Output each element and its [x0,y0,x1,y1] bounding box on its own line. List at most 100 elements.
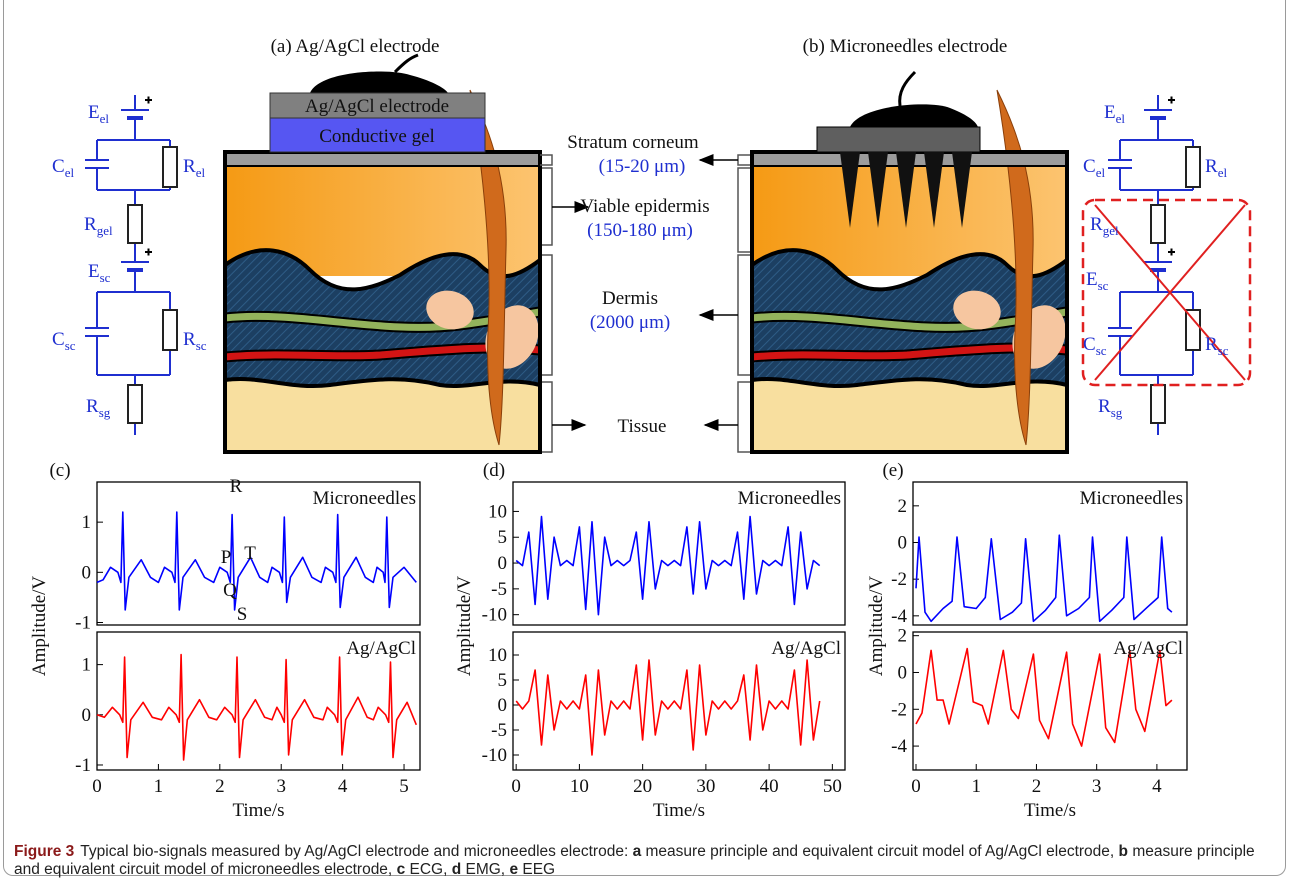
caption-text: c [397,861,406,878]
label-sub: sg [1111,405,1123,420]
electrode-cap [850,104,978,127]
series-name: Microneedles [313,488,416,509]
y-tick-label: 5 [498,527,508,548]
panel-title: (b) Microneedles electrode [803,36,1008,57]
y-axis-label: Amplitude/V [866,576,887,677]
x-tick-label: 20 [633,776,652,797]
label-sub: el [1218,165,1228,180]
circuit-label: Rsg [1098,396,1123,420]
wave-annotation: P [221,547,232,568]
label-main: C [1083,334,1096,355]
label-main: R [84,214,97,235]
series-name: Microneedles [1080,488,1183,509]
label-main: C [52,329,65,350]
caption-text: EEG [522,861,555,878]
electrode [817,127,980,152]
x-tick-label: 4 [1152,776,1162,797]
y-tick-label: -4 [891,736,907,757]
circuit-label: Esc [88,261,111,285]
series-name: Ag/AgCl [1113,638,1183,659]
layer-thickness: (2000 μm) [590,312,670,333]
label-sub: el [100,111,110,126]
x-tick-label: 40 [760,776,779,797]
figure: (a) Ag/AgCl electrode (b) Microneedles e… [0,0,1291,840]
label-sub: sc [1218,343,1229,358]
layer-name: Viable epidermis [580,196,709,217]
circuit-label: Cel [1083,156,1105,180]
y-tick-label: -2 [891,699,907,720]
label-sub: gel [1103,223,1119,238]
circuit-label: Rel [183,156,205,180]
y-tick-label: 10 [488,501,507,522]
x-tick-label: 1 [154,776,164,797]
gel-label: Conductive gel [319,126,435,147]
y-axis-label: Amplitude/V [29,576,50,677]
label-main: R [1205,334,1218,355]
signal-line [516,660,820,755]
series-name: Microneedles [738,488,841,509]
label-main: E [88,261,100,282]
x-tick-label: 1 [971,776,981,797]
wave-annotation: Q [223,580,237,601]
x-tick-label: 0 [92,776,102,797]
y-tick-label: 2 [898,496,908,517]
y-tick-label: 0 [898,533,908,554]
y-tick-label: 1 [82,512,92,533]
label-main: E [1104,102,1116,123]
label-main: C [1083,156,1096,177]
x-axis-label: Time/s [1024,800,1076,821]
label-main: R [1098,396,1111,417]
circuit-label: Eel [88,102,109,126]
circuit-label: Rel [1205,156,1227,180]
cable [900,72,915,106]
y-tick-label: 0 [82,705,92,726]
x-axis-label: Time/s [653,800,705,821]
circuit-label: Rsc [1205,334,1229,358]
series-name: Ag/AgCl [346,638,416,659]
caption-text: e [509,861,518,878]
y-tick-label: 10 [488,645,507,666]
wave-annotation: S [237,604,248,625]
layer-thickness: (15-20 μm) [599,156,686,177]
label-main: E [1086,269,1098,290]
y-tick-label: -1 [75,612,91,633]
label-main: R [183,156,196,177]
circuit-label: Rgel [84,214,113,238]
series-name: Ag/AgCl [771,638,841,659]
electrode-label: Ag/AgCl electrode [305,96,449,117]
caption-text: d [452,861,461,878]
label-sub: sc [1098,278,1109,293]
y-tick-label: 1 [82,655,92,676]
y-tick-label: 2 [898,626,908,647]
y-tick-label: 0 [498,695,508,716]
caption-text: a [633,843,642,860]
panel-title: (a) Ag/AgCl electrode [271,36,440,57]
y-tick-label: 0 [82,562,92,583]
signal-line [97,512,416,610]
y-tick-label: -1 [75,755,91,776]
label-sub: sc [100,270,111,285]
x-tick-label: 30 [696,776,715,797]
label-sub: sc [1096,343,1107,358]
y-tick-label: -5 [491,579,507,600]
x-tick-label: 3 [1092,776,1102,797]
circuit-label: Rsg [86,396,111,420]
x-tick-label: 4 [338,776,348,797]
signal-line [97,655,416,760]
label-main: R [183,329,196,350]
x-tick-label: 5 [399,776,409,797]
wave-annotation: T [244,543,256,564]
circuit-label: Rsc [183,329,207,353]
y-tick-label: -10 [482,605,507,626]
wave-annotation: R [230,476,243,497]
label-sub: el [1096,165,1106,180]
label-sub: gel [97,223,113,238]
circuit-label: Eel [1104,102,1125,126]
label-sub: sg [99,405,111,420]
label-sub: el [65,165,75,180]
label-sub: el [1116,111,1126,126]
caption: Figure 3Typical bio-signals measured by … [14,843,1276,879]
signal-line [516,517,820,615]
layer-name: Tissue [618,416,667,437]
